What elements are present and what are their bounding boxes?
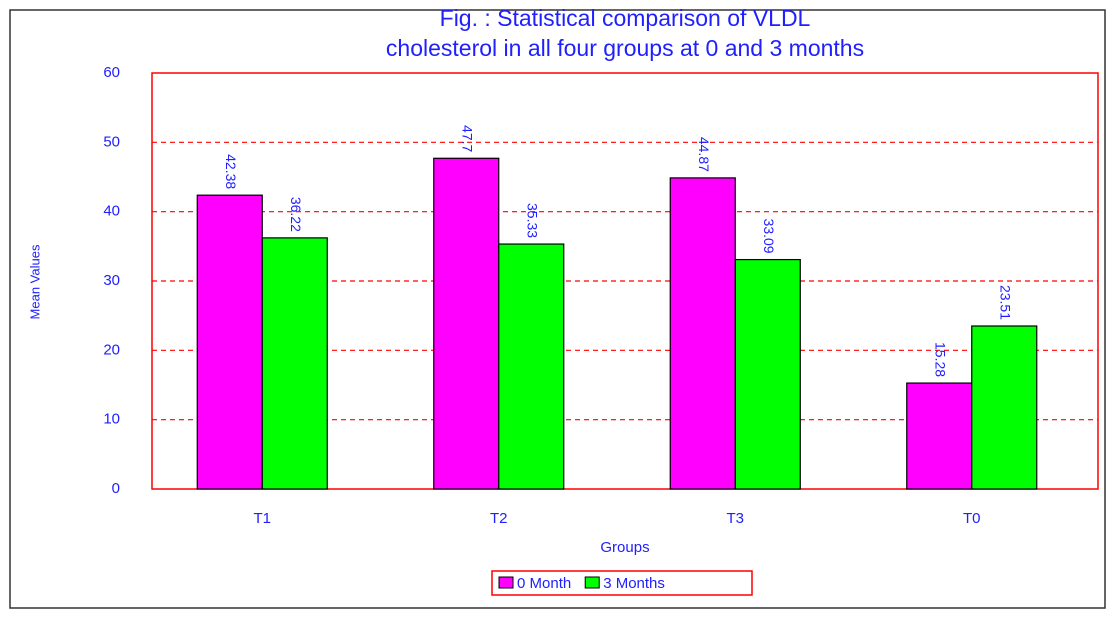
y-tick-label: 0 — [112, 480, 120, 497]
x-tick-label: T0 — [963, 510, 981, 527]
legend-label: 0 Month — [517, 575, 571, 592]
bar — [734, 258, 801, 490]
y-tick-label: 60 — [103, 64, 120, 81]
y-tick-label: 20 — [103, 341, 120, 358]
y-tick-label: 40 — [103, 203, 120, 220]
plot-area — [151, 72, 1099, 490]
x-axis-label: Groups — [600, 539, 649, 556]
legend-swatch — [584, 576, 600, 589]
value-label: 33.09 — [761, 219, 777, 254]
bar — [498, 243, 565, 490]
y-tick-label: 50 — [103, 133, 120, 150]
bar — [669, 177, 736, 490]
legend-label: 3 Months — [603, 575, 665, 592]
value-label: 47.7 — [460, 125, 476, 152]
value-label: 35.33 — [525, 203, 541, 238]
value-label: 36.22 — [288, 197, 304, 232]
x-tick-label: T1 — [253, 510, 271, 527]
bar — [971, 325, 1038, 490]
legend — [491, 570, 753, 596]
value-label: 44.87 — [696, 137, 712, 172]
value-label: 15.28 — [933, 342, 949, 377]
y-tick-label: 10 — [103, 411, 120, 428]
y-tick-label: 30 — [103, 272, 120, 289]
bar — [196, 194, 263, 490]
value-label: 23.51 — [998, 285, 1014, 320]
x-tick-label: T2 — [490, 510, 508, 527]
chart-title-line: cholesterol in all four groups at 0 and … — [386, 35, 864, 61]
bar — [433, 157, 500, 490]
x-tick-label: T3 — [726, 510, 744, 527]
legend-swatch — [498, 576, 514, 589]
bar — [906, 382, 973, 490]
y-axis-label: Mean Values — [27, 244, 42, 319]
chart-title-line: Fig. : Statistical comparison of VLDL — [440, 5, 811, 31]
bar — [261, 237, 328, 490]
value-label: 42.38 — [223, 154, 239, 189]
frame — [9, 9, 1106, 609]
